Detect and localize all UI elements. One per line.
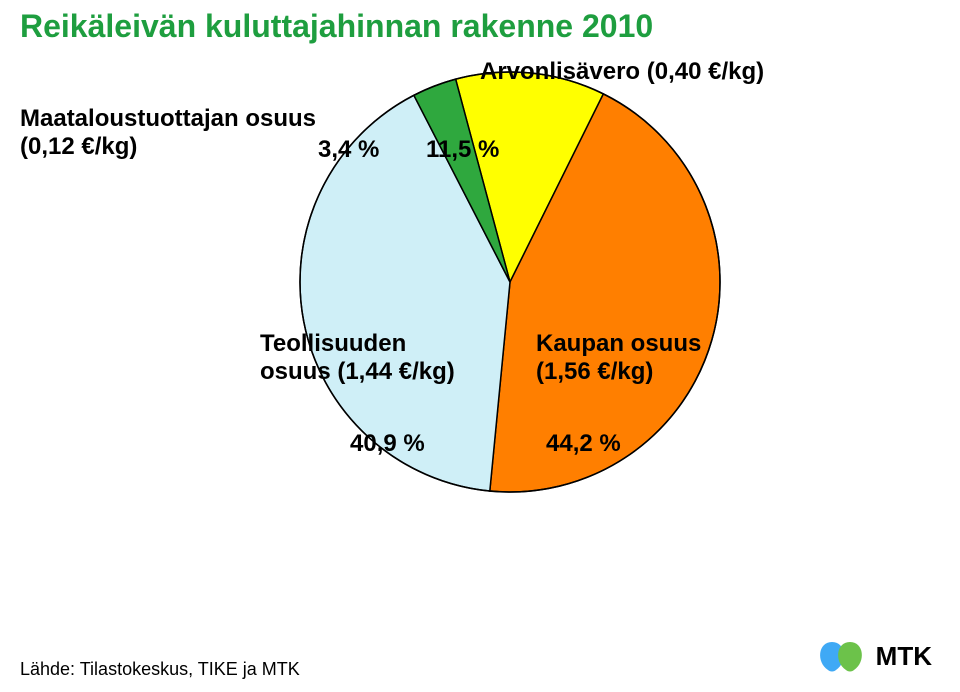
label-vat: Arvonlisävero (0,40 €/kg): [480, 58, 764, 87]
page-title: Reikäleivän kuluttajahinnan rakenne 2010: [20, 8, 653, 45]
pct-farmer: 3,4 %: [318, 136, 379, 164]
pct-industry: 40,9 %: [350, 430, 425, 458]
pct-vat: 11,5 %: [426, 136, 499, 164]
label-retail-line1: Kaupan osuus: [536, 330, 701, 359]
mtk-logo: MTK: [812, 634, 932, 678]
label-industry-line2: osuus (1,44 €/kg): [260, 358, 455, 387]
label-farmer-line1: Maataloustuottajan osuus: [20, 105, 316, 134]
label-industry-line1: Teollisuuden: [260, 330, 406, 359]
source-text: Lähde: Tilastokeskus, TIKE ja MTK: [20, 659, 300, 680]
pct-retail: 44,2 %: [546, 430, 621, 458]
label-farmer-line2: (0,12 €/kg): [20, 133, 137, 162]
mtk-logo-text: MTK: [876, 641, 932, 672]
label-retail-line2: (1,56 €/kg): [536, 358, 653, 387]
